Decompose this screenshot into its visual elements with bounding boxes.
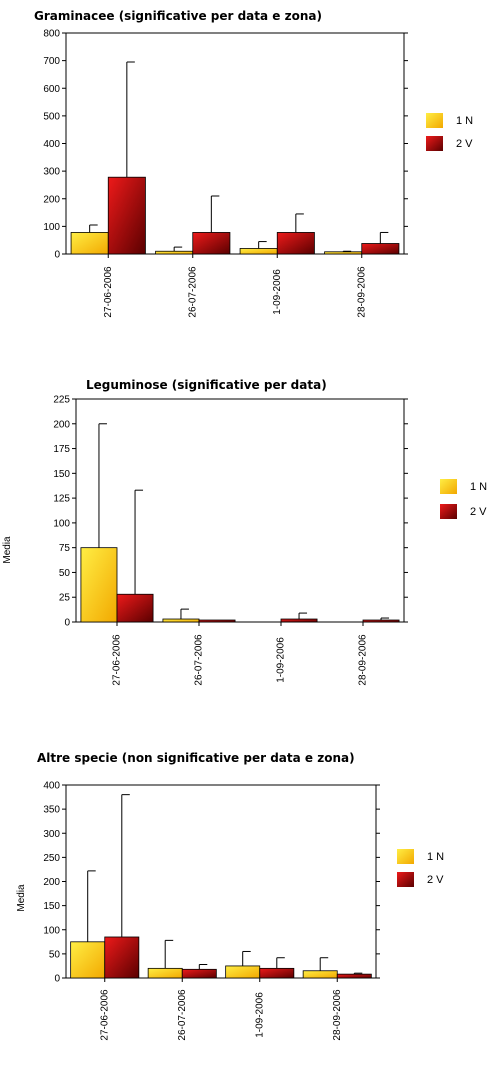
legend-swatch-2 xyxy=(397,872,414,887)
y-tick-label: 0 xyxy=(54,974,60,985)
bar-2-28-09-2006 xyxy=(361,243,400,255)
bar-2-26-07-2006 xyxy=(198,619,236,623)
y-tick-label: 150 xyxy=(53,469,70,480)
bar-2-28-09-2006 xyxy=(362,619,400,623)
y-tick-label: 175 xyxy=(53,444,70,455)
chart-1: Graminacee (significative per data e zon… xyxy=(34,9,473,318)
x-tick-label: 26-07-2006 xyxy=(187,266,198,318)
y-tick-label: 75 xyxy=(59,543,71,554)
bar-2-1-09-2006 xyxy=(280,618,318,623)
legend-swatch-1 xyxy=(440,479,457,494)
bar-1-28-09-2006 xyxy=(324,251,363,255)
y-tick-label: 250 xyxy=(43,853,60,864)
x-tick-label: 27-06-2006 xyxy=(99,989,110,1041)
y-tick-label: 100 xyxy=(43,222,60,233)
x-tick-label: 26-07-2006 xyxy=(194,634,205,686)
bar-1-28-09-2006 xyxy=(302,970,338,979)
legend-swatch-1 xyxy=(426,113,443,128)
y-tick-label: 700 xyxy=(43,56,60,67)
y-tick-label: 0 xyxy=(64,618,70,629)
bar-1-1-09-2006 xyxy=(239,248,278,255)
bar-2-27-06-2006 xyxy=(107,176,146,255)
legend-label-1: 1 N xyxy=(456,115,473,127)
y-tick-label: 400 xyxy=(43,781,60,792)
bar-1-26-07-2006 xyxy=(155,250,194,255)
x-tick-label: 26-07-2006 xyxy=(177,989,188,1041)
y-axis-label: Media xyxy=(16,884,27,912)
legend-label-2: 2 V xyxy=(470,506,487,518)
legend-label-2: 2 V xyxy=(456,138,473,150)
legend-label-1: 1 N xyxy=(427,851,444,863)
y-tick-label: 300 xyxy=(43,829,60,840)
chart-title: Graminacee (significative per data e zon… xyxy=(34,9,322,23)
x-tick-label: 1-09-2006 xyxy=(276,637,287,683)
x-tick-label: 1-09-2006 xyxy=(254,992,265,1038)
bar-2-26-07-2006 xyxy=(192,232,231,255)
y-tick-label: 50 xyxy=(49,949,61,960)
x-tick-label: 28-09-2006 xyxy=(358,634,369,686)
legend-swatch-2 xyxy=(440,504,457,519)
bar-1-26-07-2006 xyxy=(162,618,200,623)
legend-label-1: 1 N xyxy=(470,481,487,493)
y-tick-label: 200 xyxy=(43,194,60,205)
bar-1-27-06-2006 xyxy=(70,232,109,255)
bar-2-27-06-2006 xyxy=(104,936,140,979)
bar-1-27-06-2006 xyxy=(70,941,106,979)
chart-3: Altre specie (non significative per data… xyxy=(16,751,444,1041)
x-tick-label: 28-09-2006 xyxy=(332,989,343,1041)
y-axis-label: Media xyxy=(2,536,13,564)
chart-2: Leguminose (significative per data) 0 25 50… xyxy=(2,378,487,686)
y-tick-label: 800 xyxy=(43,29,60,40)
y-tick-label: 100 xyxy=(43,925,60,936)
x-tick-label: 28-09-2006 xyxy=(356,266,367,318)
y-tick-label: 225 xyxy=(53,395,70,406)
y-tick-label: 400 xyxy=(43,139,60,150)
y-tick-label: 350 xyxy=(43,805,60,816)
legend-swatch-2 xyxy=(426,136,443,151)
y-tick-label: 200 xyxy=(53,419,70,430)
x-tick-label: 27-06-2006 xyxy=(103,266,114,318)
y-tick-label: 0 xyxy=(54,250,60,261)
y-tick-label: 300 xyxy=(43,167,60,178)
plot-frame xyxy=(75,398,405,623)
y-tick-label: 150 xyxy=(43,901,60,912)
chart-title: Altre specie (non significative per data… xyxy=(37,751,355,765)
bar-2-26-07-2006 xyxy=(181,968,217,979)
legend-swatch-1 xyxy=(397,849,414,864)
bar-2-27-06-2006 xyxy=(116,593,154,623)
bar-2-1-09-2006 xyxy=(276,232,315,255)
y-tick-label: 25 xyxy=(59,593,71,604)
y-tick-label: 100 xyxy=(53,518,70,529)
y-tick-label: 125 xyxy=(53,494,70,505)
bar-2-1-09-2006 xyxy=(259,967,295,979)
y-tick-label: 600 xyxy=(43,84,60,95)
bar-1-1-09-2006 xyxy=(225,965,261,979)
legend-label-2: 2 V xyxy=(427,874,444,886)
y-tick-label: 200 xyxy=(43,877,60,888)
y-tick-label: 500 xyxy=(43,111,60,122)
chart-title: Leguminose (significative per data) xyxy=(86,378,327,392)
bar-1-26-07-2006 xyxy=(147,967,183,979)
bar-1-27-06-2006 xyxy=(80,547,118,623)
bar-2-28-09-2006 xyxy=(336,973,372,979)
x-tick-label: 27-06-2006 xyxy=(112,634,123,686)
x-tick-label: 1-09-2006 xyxy=(272,269,283,315)
y-tick-label: 50 xyxy=(59,568,71,579)
